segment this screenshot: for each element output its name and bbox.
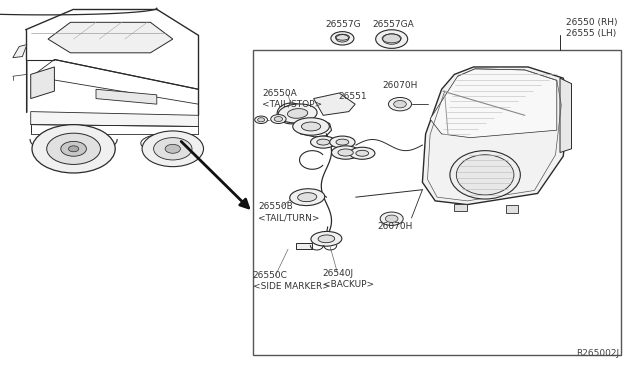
Polygon shape [96, 89, 157, 104]
Polygon shape [31, 112, 198, 126]
Text: <BACKUP>: <BACKUP> [323, 280, 374, 289]
Ellipse shape [290, 189, 324, 206]
Text: 26540J: 26540J [323, 269, 354, 278]
Text: 26555 (LH): 26555 (LH) [566, 29, 617, 38]
Bar [253, 50, 621, 355]
Polygon shape [506, 205, 518, 213]
Circle shape [331, 32, 354, 45]
Circle shape [68, 146, 79, 152]
Ellipse shape [332, 146, 360, 159]
Ellipse shape [338, 149, 353, 156]
Circle shape [32, 125, 115, 173]
Ellipse shape [356, 150, 369, 156]
Ellipse shape [287, 109, 308, 118]
Polygon shape [430, 69, 557, 138]
Circle shape [154, 138, 192, 160]
Circle shape [47, 133, 100, 164]
Polygon shape [315, 139, 351, 146]
Circle shape [388, 97, 412, 111]
Text: 26070H: 26070H [383, 81, 418, 90]
Ellipse shape [311, 231, 342, 246]
Circle shape [385, 215, 398, 222]
Text: 26550 (RH): 26550 (RH) [566, 18, 618, 27]
Text: 26550A: 26550A [262, 89, 297, 97]
Text: 26550B: 26550B [258, 202, 292, 211]
Circle shape [394, 100, 406, 108]
Text: R265002J: R265002J [577, 349, 620, 358]
Text: <TAIL/TURN>: <TAIL/TURN> [258, 213, 319, 222]
Ellipse shape [450, 151, 520, 199]
Ellipse shape [336, 139, 349, 145]
Polygon shape [314, 93, 355, 115]
Ellipse shape [292, 118, 330, 135]
Circle shape [336, 35, 349, 42]
Ellipse shape [318, 235, 335, 243]
Ellipse shape [349, 147, 375, 159]
Circle shape [376, 30, 408, 48]
Ellipse shape [278, 104, 317, 123]
Circle shape [383, 34, 401, 44]
Circle shape [61, 141, 86, 156]
Text: <TAIL/STOP>: <TAIL/STOP> [262, 100, 323, 109]
Text: 26550C: 26550C [253, 271, 287, 280]
Polygon shape [48, 22, 173, 53]
Circle shape [274, 116, 283, 122]
Circle shape [142, 131, 204, 167]
Ellipse shape [317, 139, 330, 145]
Polygon shape [560, 78, 572, 153]
Circle shape [255, 116, 268, 124]
Ellipse shape [456, 155, 514, 195]
Text: <SIDE MARKER>: <SIDE MARKER> [253, 282, 330, 291]
Polygon shape [454, 204, 467, 211]
Polygon shape [422, 67, 570, 205]
Polygon shape [296, 243, 312, 249]
Circle shape [271, 115, 286, 124]
Ellipse shape [330, 136, 355, 148]
Polygon shape [31, 67, 54, 99]
Ellipse shape [298, 193, 317, 202]
Circle shape [258, 118, 265, 122]
Ellipse shape [301, 122, 321, 131]
Text: 26070H: 26070H [378, 222, 413, 231]
Text: 26551: 26551 [338, 92, 367, 101]
Text: 26557GA: 26557GA [372, 20, 414, 29]
Polygon shape [13, 45, 27, 58]
Circle shape [380, 212, 403, 225]
Ellipse shape [310, 136, 336, 148]
Text: 26557G: 26557G [325, 20, 361, 29]
Circle shape [165, 144, 180, 153]
